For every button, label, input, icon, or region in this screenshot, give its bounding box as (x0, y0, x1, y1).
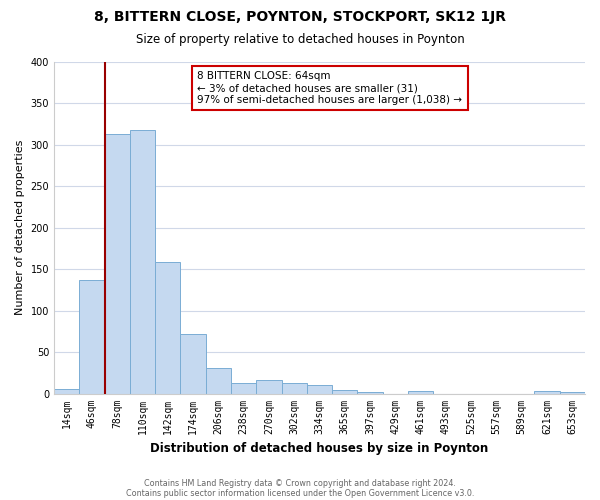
Bar (256, 380, 281, 394)
Text: 8, BITTERN CLOSE, POYNTON, STOCKPORT, SK12 1JR: 8, BITTERN CLOSE, POYNTON, STOCKPORT, SK… (94, 10, 506, 24)
Bar (79, 280, 104, 394)
Bar (206, 368, 231, 394)
Bar (332, 390, 358, 394)
Bar (281, 383, 307, 394)
Bar (231, 383, 256, 394)
Bar (408, 391, 433, 394)
Y-axis label: Number of detached properties: Number of detached properties (15, 140, 25, 315)
Bar (130, 130, 155, 394)
Text: Contains public sector information licensed under the Open Government Licence v3: Contains public sector information licen… (126, 488, 474, 498)
Bar (358, 392, 383, 394)
Bar (181, 334, 206, 394)
Text: Size of property relative to detached houses in Poynton: Size of property relative to detached ho… (136, 32, 464, 46)
Bar (54, 390, 79, 394)
Bar (155, 262, 181, 394)
Bar (535, 391, 560, 394)
Bar (307, 386, 332, 394)
Bar (560, 392, 585, 394)
Bar (104, 134, 130, 394)
X-axis label: Distribution of detached houses by size in Poynton: Distribution of detached houses by size … (151, 442, 488, 455)
Text: 8 BITTERN CLOSE: 64sqm
← 3% of detached houses are smaller (31)
97% of semi-deta: 8 BITTERN CLOSE: 64sqm ← 3% of detached … (197, 72, 463, 104)
Text: Contains HM Land Registry data © Crown copyright and database right 2024.: Contains HM Land Registry data © Crown c… (144, 478, 456, 488)
